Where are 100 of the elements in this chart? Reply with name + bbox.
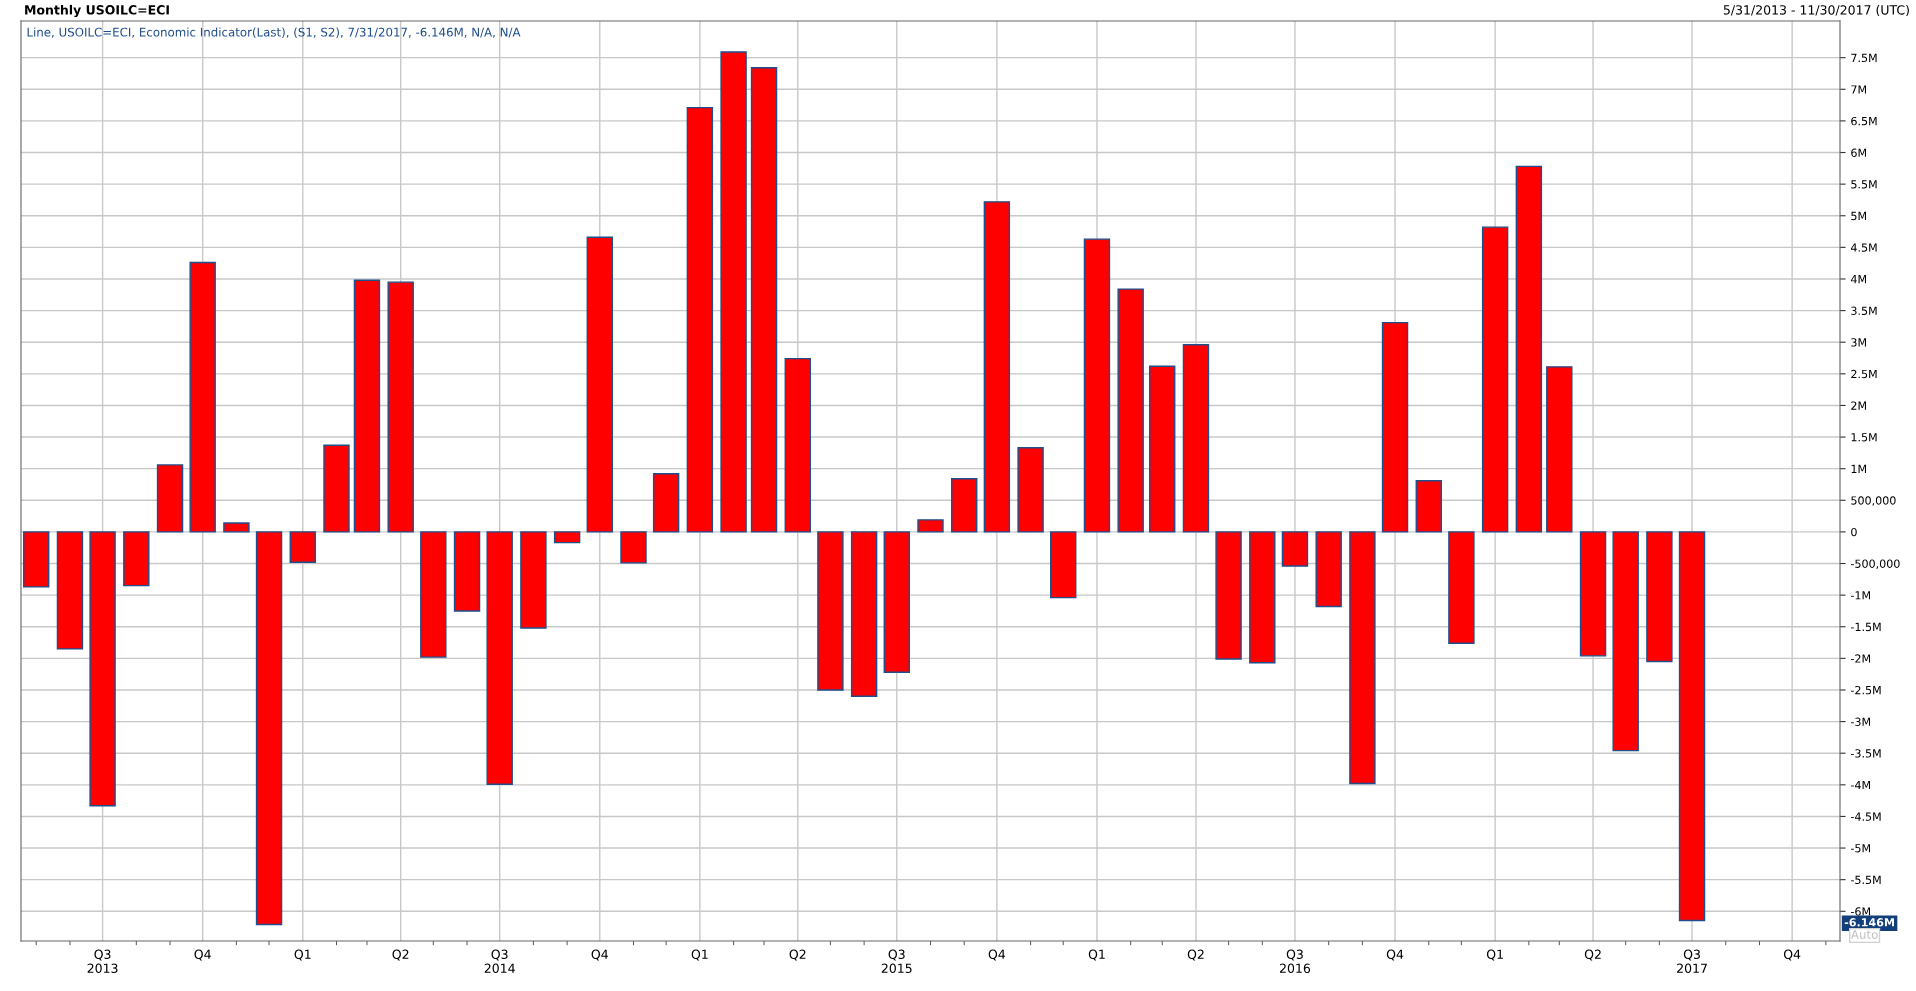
y-tick-label: -6M [1850,907,1870,916]
y-tick-label: 7M [1851,85,1866,94]
bar [1678,531,1706,922]
bar [983,201,1011,533]
x-tick-label: Q1 [691,949,708,961]
bar [56,531,84,650]
y-tick-label: -2.5M [1850,685,1881,695]
bar [586,236,613,533]
bar [1448,531,1475,644]
bar [1579,531,1607,657]
bar [289,531,316,563]
bar [951,478,978,533]
y-tick-label: -3.5M [1850,749,1881,758]
bar [1381,321,1409,533]
bar [1117,288,1144,533]
y-tick-label: 1.5M [1851,433,1877,442]
x-tick-label: Q3 2017 [1677,949,1707,974]
bar [1315,531,1342,608]
y-tick-label: 3M [1851,338,1866,347]
bar [223,522,250,533]
bar [1481,226,1509,533]
annotation: Line, USOILC=ECI, Economic Indicator(Last), (S1, S2), 7/31/2017, -6.146M, N/A, N/A [27,27,521,38]
bar [1149,365,1176,533]
y-tick-label: -2M [1850,654,1870,663]
y-tick-label: -500,000 [1850,559,1900,570]
x-tick-label: Q4 [988,949,1006,961]
y-tick-label: 1M [1851,464,1866,473]
y-tick-label: 500,000 [1851,496,1896,506]
chart-title: Monthly USOILC=ECI [25,4,169,18]
bar [453,531,481,612]
bar [255,531,283,926]
x-tick-label: Q3 2013 [87,949,118,974]
y-tick-label: 4.5M [1850,243,1877,252]
y-tick-label: -3M [1850,717,1870,726]
x-tick-label: Q3 2014 [484,949,515,974]
bar [23,531,50,588]
bar [1281,531,1309,567]
x-tick-label: Q2 [1584,949,1601,961]
text: Auto [1851,930,1878,939]
y-tick-label: -4.5M [1850,812,1881,821]
y-tick-label: 5M [1851,211,1866,221]
bar [520,531,547,629]
x-tick-label: Q1 [1486,949,1503,961]
chart-subtitle: 5/31/2013 - 11/30/2017 (UTC) [1723,4,1909,17]
y-tick-label: 5.5M [1851,180,1877,189]
x-tick-label: Q1 [294,949,311,961]
bar [387,281,414,533]
bar [1415,479,1442,533]
y-tick-label: 6M [1851,148,1866,157]
x-tick-label: Q1 [1088,949,1105,961]
bar [720,51,747,533]
y-tick-label: -1M [1850,591,1870,600]
bar [652,473,680,533]
text: -6.146M [1844,918,1894,927]
bar [1349,531,1376,785]
bar [750,67,778,533]
bar [620,531,647,564]
bar [89,531,116,807]
bar [1646,531,1673,663]
x-tick-label: Q4 [591,949,608,961]
y-tick-label: -4M [1850,780,1870,790]
bar [686,106,714,533]
y-tick-label: 2M [1851,401,1866,410]
bar [486,531,513,785]
x-tick-label: Q2 [789,949,806,961]
x-tick-label: Q4 [194,949,211,961]
bar [123,531,150,587]
x-tick-label: Q4 [1386,949,1404,961]
y-tick-label: 2.5M [1851,369,1877,379]
x-tick-label: Q3 2016 [1279,949,1311,974]
y-tick-label: 0 [1851,527,1857,537]
bar [1612,531,1639,752]
bar [353,279,381,533]
bar [420,531,447,658]
x-tick-label: Q3 2015 [881,949,912,974]
bar [1017,447,1044,533]
y-tick-label: -1.5M [1850,622,1881,632]
bar [553,531,581,544]
y-tick-label: 3.5M [1851,306,1877,315]
bar [817,531,844,691]
x-tick-label: Q2 [1187,949,1204,961]
bar [323,444,350,533]
bar [1515,165,1543,533]
bar [1182,344,1210,533]
y-tick-label: 6.5M [1851,116,1877,126]
bar [917,519,944,533]
y-tick-label: -5M [1850,844,1870,853]
bar [850,531,878,697]
bar [1546,366,1573,533]
y-tick-label: 4M [1850,275,1866,284]
bar [1215,531,1242,660]
x-tick-label: Q2 [392,949,409,961]
bar [784,357,811,533]
y-tick-label: 7.5M [1851,53,1877,63]
bar [189,261,216,533]
bar [883,531,910,673]
y-tick-label: -5.5M [1850,875,1881,885]
bar [1083,238,1111,533]
x-tick-label: Q4 [1783,949,1801,961]
bar [1249,531,1276,664]
